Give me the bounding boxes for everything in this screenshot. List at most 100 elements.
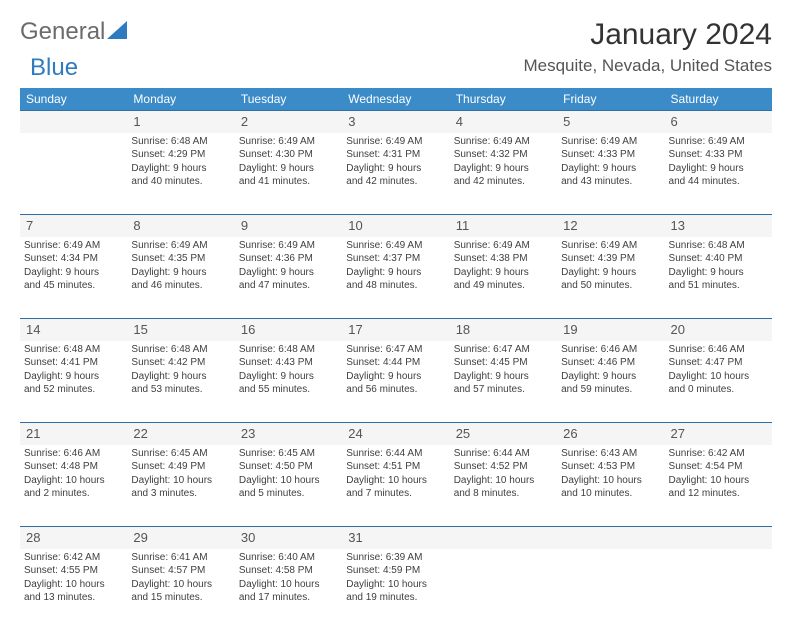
day-detail-cell: Sunrise: 6:47 AMSunset: 4:45 PMDaylight:… [450,341,557,423]
sunset-line: Sunset: 4:42 PM [131,356,230,370]
day-detail-cell: Sunrise: 6:46 AMSunset: 4:46 PMDaylight:… [557,341,664,423]
day-number-cell: 22 [127,423,234,445]
weekday-header: Sunday Monday Tuesday Wednesday Thursday… [20,88,772,111]
daynum-row: 28293031 [20,527,772,549]
daylight-line: and 42 minutes. [346,175,445,189]
sunset-line: Sunset: 4:53 PM [561,460,660,474]
detail-row: Sunrise: 6:49 AMSunset: 4:34 PMDaylight:… [20,237,772,319]
day-number-cell [557,527,664,549]
sunset-line: Sunset: 4:49 PM [131,460,230,474]
daylight-line: Daylight: 10 hours [24,474,123,488]
sunrise-line: Sunrise: 6:48 AM [24,343,123,357]
daylight-line: Daylight: 9 hours [239,370,338,384]
daylight-line: Daylight: 9 hours [454,162,553,176]
day-number-cell: 18 [450,319,557,341]
weekday-heading: Friday [557,88,664,111]
day-number: 2 [241,114,248,129]
day-detail-cell [665,549,772,631]
day-number: 20 [671,322,685,337]
day-number: 19 [563,322,577,337]
day-number: 10 [348,218,362,233]
daynum-row: 123456 [20,111,772,133]
daylight-line: Daylight: 10 hours [239,474,338,488]
sunset-line: Sunset: 4:40 PM [669,252,768,266]
day-number: 18 [456,322,470,337]
sunset-line: Sunset: 4:41 PM [24,356,123,370]
weekday-heading: Thursday [450,88,557,111]
day-number-cell: 7 [20,215,127,237]
day-number: 5 [563,114,570,129]
daylight-line: Daylight: 10 hours [239,578,338,592]
daylight-line: Daylight: 9 hours [24,266,123,280]
sunrise-line: Sunrise: 6:49 AM [24,239,123,253]
day-number-cell: 23 [235,423,342,445]
sunset-line: Sunset: 4:47 PM [669,356,768,370]
sunrise-line: Sunrise: 6:41 AM [131,551,230,565]
sunrise-line: Sunrise: 6:49 AM [346,239,445,253]
sunset-line: Sunset: 4:48 PM [24,460,123,474]
sunrise-line: Sunrise: 6:43 AM [561,447,660,461]
day-number: 26 [563,426,577,441]
day-detail-cell: Sunrise: 6:44 AMSunset: 4:52 PMDaylight:… [450,445,557,527]
sunset-line: Sunset: 4:29 PM [131,148,230,162]
daylight-line: and 5 minutes. [239,487,338,501]
sunrise-line: Sunrise: 6:49 AM [239,135,338,149]
day-number-cell: 5 [557,111,664,133]
sunset-line: Sunset: 4:37 PM [346,252,445,266]
sunset-line: Sunset: 4:43 PM [239,356,338,370]
day-detail-cell: Sunrise: 6:49 AMSunset: 4:33 PMDaylight:… [665,133,772,215]
daylight-line: Daylight: 9 hours [561,370,660,384]
daynum-row: 14151617181920 [20,319,772,341]
sunrise-line: Sunrise: 6:48 AM [239,343,338,357]
day-number-cell: 8 [127,215,234,237]
daylight-line: Daylight: 10 hours [346,474,445,488]
sunset-line: Sunset: 4:59 PM [346,564,445,578]
daylight-line: and 40 minutes. [131,175,230,189]
daylight-line: Daylight: 10 hours [24,578,123,592]
day-number-cell: 13 [665,215,772,237]
sunset-line: Sunset: 4:31 PM [346,148,445,162]
day-detail-cell: Sunrise: 6:49 AMSunset: 4:33 PMDaylight:… [557,133,664,215]
daylight-line: Daylight: 10 hours [669,474,768,488]
day-detail-cell: Sunrise: 6:46 AMSunset: 4:48 PMDaylight:… [20,445,127,527]
day-detail-cell: Sunrise: 6:46 AMSunset: 4:47 PMDaylight:… [665,341,772,423]
sunset-line: Sunset: 4:35 PM [131,252,230,266]
daylight-line: and 52 minutes. [24,383,123,397]
sunrise-line: Sunrise: 6:44 AM [454,447,553,461]
day-number-cell: 1 [127,111,234,133]
daylight-line: and 57 minutes. [454,383,553,397]
day-number: 28 [26,530,40,545]
day-number: 31 [348,530,362,545]
day-detail-cell: Sunrise: 6:49 AMSunset: 4:34 PMDaylight:… [20,237,127,319]
day-detail-cell: Sunrise: 6:40 AMSunset: 4:58 PMDaylight:… [235,549,342,631]
sunset-line: Sunset: 4:54 PM [669,460,768,474]
daylight-line: Daylight: 9 hours [131,162,230,176]
sunset-line: Sunset: 4:46 PM [561,356,660,370]
day-number-cell: 6 [665,111,772,133]
sunrise-line: Sunrise: 6:49 AM [561,239,660,253]
day-detail-cell: Sunrise: 6:49 AMSunset: 4:35 PMDaylight:… [127,237,234,319]
daylight-line: Daylight: 10 hours [131,474,230,488]
sunrise-line: Sunrise: 6:45 AM [239,447,338,461]
sunset-line: Sunset: 4:58 PM [239,564,338,578]
sunrise-line: Sunrise: 6:48 AM [669,239,768,253]
sunrise-line: Sunrise: 6:45 AM [131,447,230,461]
sunset-line: Sunset: 4:36 PM [239,252,338,266]
daylight-line: Daylight: 9 hours [669,162,768,176]
sunrise-line: Sunrise: 6:39 AM [346,551,445,565]
daylight-line: Daylight: 9 hours [346,266,445,280]
daylight-line: Daylight: 10 hours [131,578,230,592]
day-number: 25 [456,426,470,441]
daylight-line: Daylight: 9 hours [346,370,445,384]
day-detail-cell: Sunrise: 6:49 AMSunset: 4:30 PMDaylight:… [235,133,342,215]
day-number: 29 [133,530,147,545]
sunset-line: Sunset: 4:30 PM [239,148,338,162]
sunset-line: Sunset: 4:44 PM [346,356,445,370]
sunset-line: Sunset: 4:57 PM [131,564,230,578]
day-number-cell: 27 [665,423,772,445]
daylight-line: Daylight: 9 hours [346,162,445,176]
location-label: Mesquite, Nevada, United States [523,56,772,76]
day-number: 7 [26,218,33,233]
sunrise-line: Sunrise: 6:46 AM [24,447,123,461]
day-number: 24 [348,426,362,441]
